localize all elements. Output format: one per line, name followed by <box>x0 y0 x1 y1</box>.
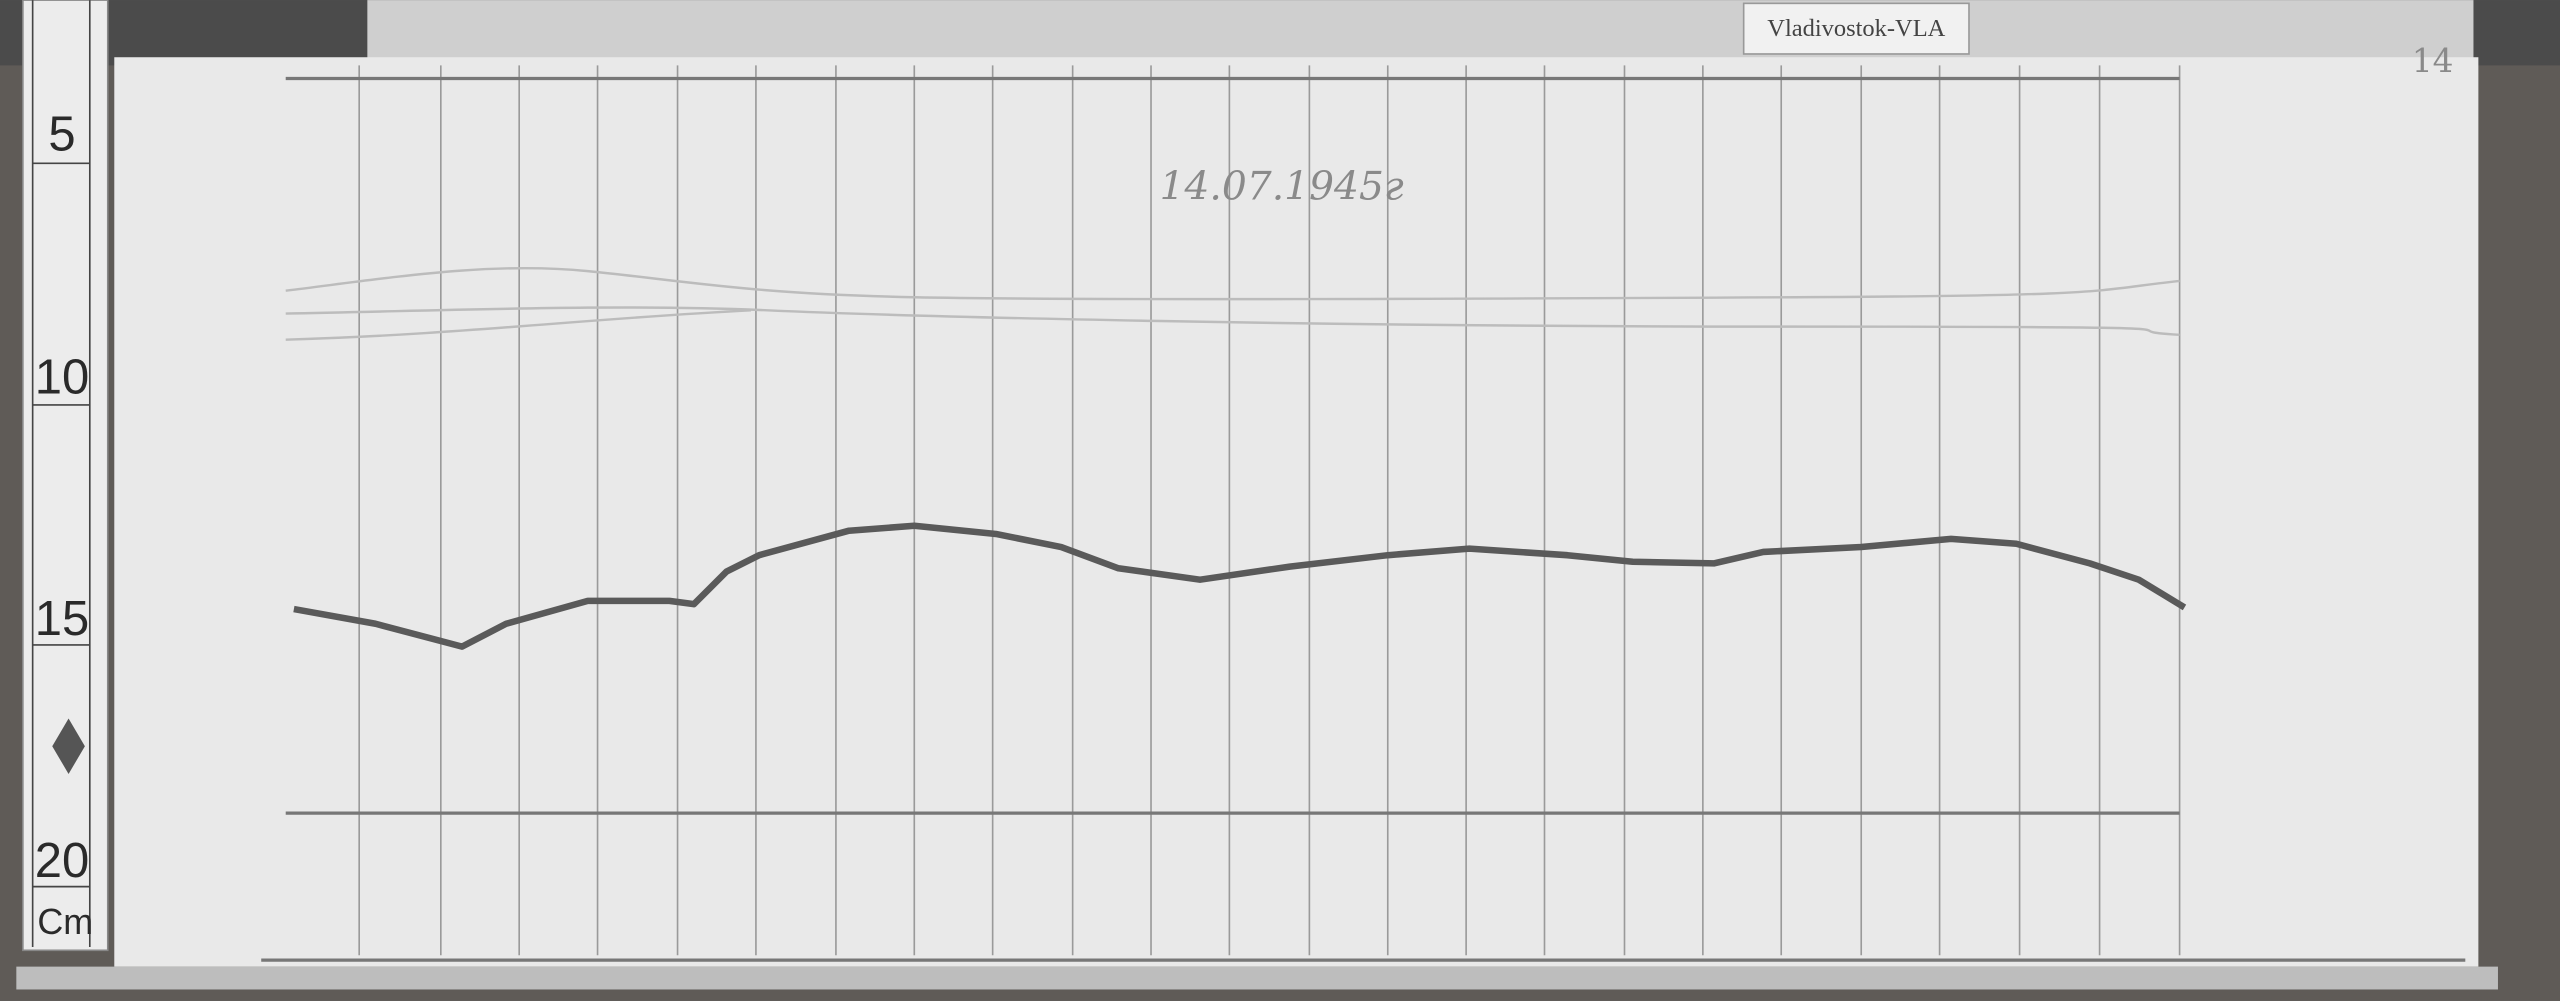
faint-traces <box>285 266 2180 341</box>
paper <box>114 57 2479 967</box>
label-tag <box>1742 2 1970 55</box>
film-strip <box>367 0 2474 63</box>
ruler-label: 15 <box>35 592 89 646</box>
station-label: Vladivostok-VLA <box>1767 15 1945 42</box>
ruler-unit: Cm <box>37 901 93 942</box>
date: 14.07.1945г <box>1160 164 1404 209</box>
ruler <box>22 0 109 952</box>
grid <box>261 65 2466 962</box>
bottom-strip <box>16 966 2498 990</box>
ruler-marker <box>52 718 85 774</box>
ruler-lines <box>31 0 91 948</box>
magnetogram-trace <box>293 522 2187 650</box>
sheet-number: 14 <box>2412 42 2454 80</box>
ruler-label: 5 <box>48 107 75 161</box>
ruler-label: 10 <box>35 351 89 405</box>
ruler-label: 20 <box>35 834 89 888</box>
